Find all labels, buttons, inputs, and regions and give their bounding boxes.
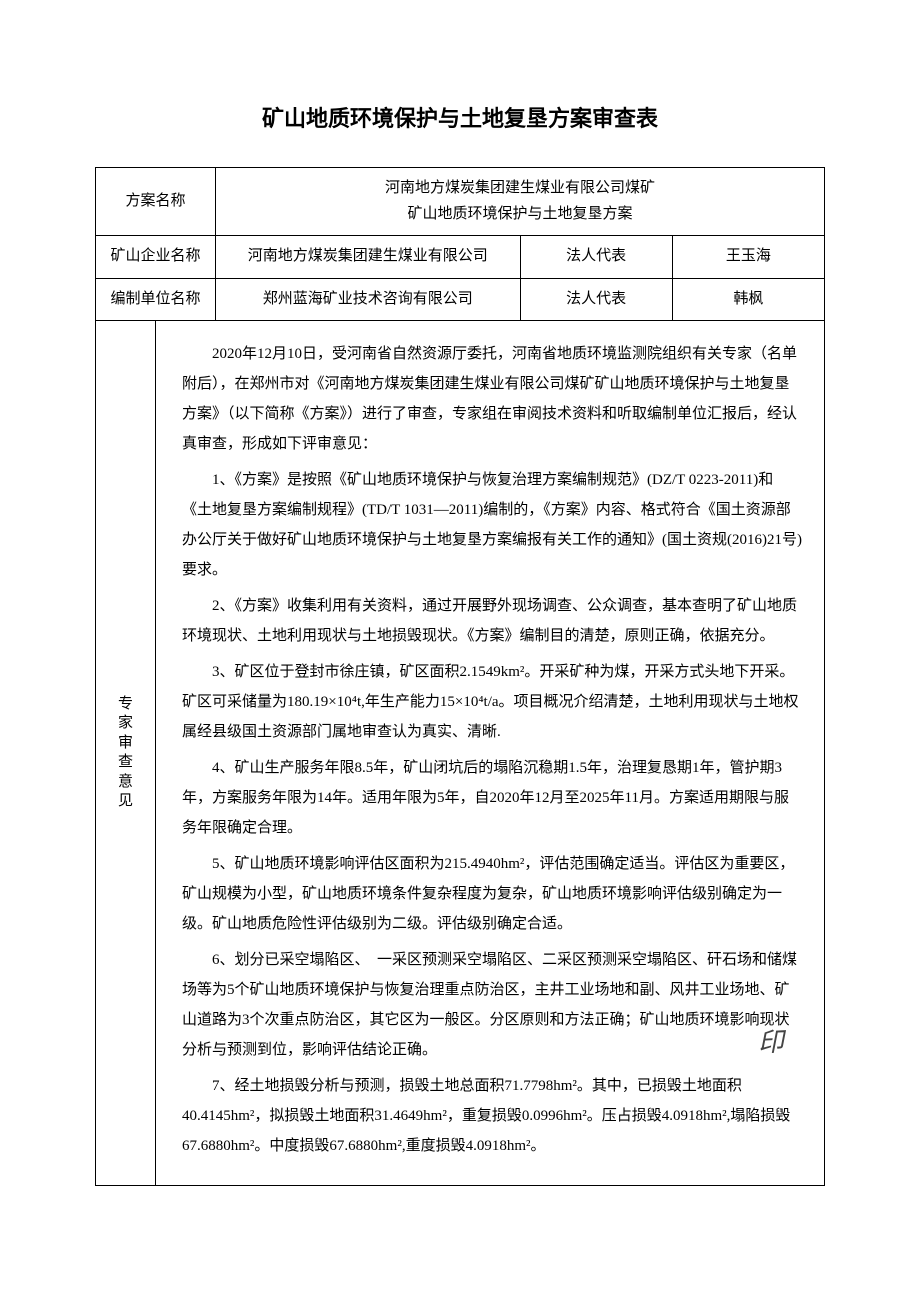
opinion-paragraph: 1、《方案》是按照《矿山地质环境保护与恢复治理方案编制规范》(DZ/T 0223… [182,465,802,585]
company-label: 矿山企业名称 [96,236,216,279]
opinion-paragraph: 6、划分已采空塌陷区、 一采区预测采空塌陷区、二采区预测采空塌陷区、矸石场和储煤… [182,945,802,1065]
page-title: 矿山地质环境保护与土地复垦方案审查表 [95,100,825,137]
plan-name-label: 方案名称 [96,168,216,236]
compiler-label: 编制单位名称 [96,278,216,321]
stamp-mark: 印 [757,1021,785,1066]
opinion-paragraph: 7、经土地损毁分析与预测，损毁土地总面积71.7798hm²。其中，已损毁土地面… [182,1071,802,1161]
opinion-paragraph: 2020年12月10日，受河南省自然资源厅委托，河南省地质环境监测院组织有关专家… [182,339,802,459]
compiler-value: 郑州蓝海矿业技术咨询有限公司 [216,278,521,321]
compiler-rep-value: 韩枫 [672,278,824,321]
compiler-rep-label: 法人代表 [520,278,672,321]
company-value: 河南地方煤炭集团建生煤业有限公司 [216,236,521,279]
opinion-paragraph: 2、《方案》收集利用有关资料，通过开展野外现场调查、公众调查，基本查明了矿山地质… [182,591,802,651]
opinion-paragraph: 3、矿区位于登封市徐庄镇，矿区面积2.1549km²。开采矿种为煤，开采方式头地… [182,657,802,747]
company-rep-value: 王玉海 [672,236,824,279]
opinion-paragraph: 4、矿山生产服务年限8.5年，矿山闭坑后的塌陷沉稳期1.5年，治理复恳期1年，管… [182,753,802,843]
opinion-paragraph: 5、矿山地质环境影响评估区面积为215.4940hm²，评估范围确定适当。评估区… [182,849,802,939]
opinion-label: 专家审查意见 专家审查意见 [96,321,156,1186]
opinion-body: 2020年12月10日，受河南省自然资源厅委托，河南省地质环境监测院组织有关专家… [156,321,825,1186]
plan-name-value: 河南地方煤炭集团建生煤业有限公司煤矿 矿山地质环境保护与土地复垦方案 [216,168,825,236]
review-table: 方案名称 河南地方煤炭集团建生煤业有限公司煤矿 矿山地质环境保护与土地复垦方案 … [95,167,825,1186]
company-rep-label: 法人代表 [520,236,672,279]
